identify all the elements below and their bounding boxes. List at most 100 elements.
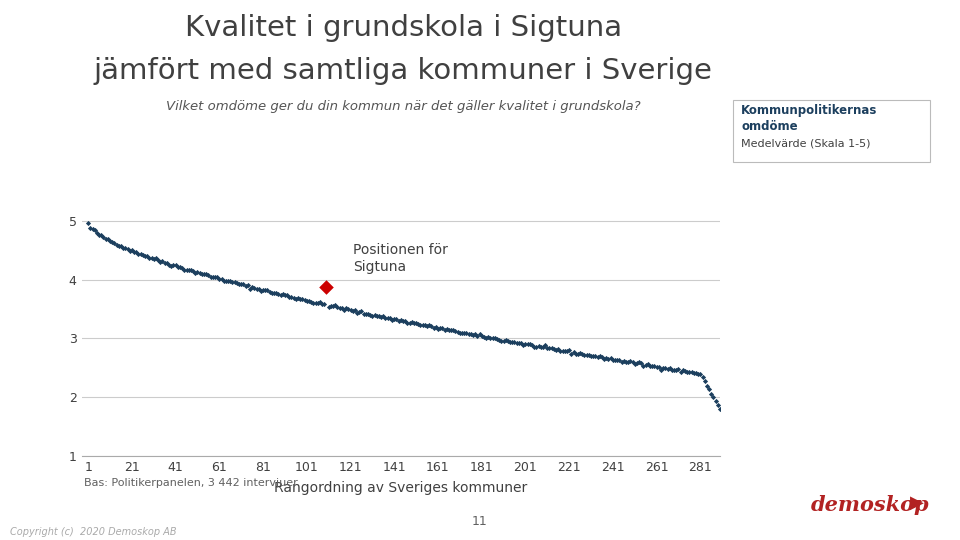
Point	[444, 326, 459, 334]
Point	[391, 317, 406, 326]
Point	[308, 298, 324, 307]
Point	[610, 355, 625, 364]
Point	[132, 250, 148, 259]
Point	[369, 312, 384, 321]
Point	[592, 352, 608, 360]
Point	[516, 340, 531, 349]
Text: 11: 11	[472, 515, 488, 528]
Point	[166, 261, 181, 269]
Point	[616, 357, 632, 366]
Point	[290, 294, 305, 302]
Point	[336, 305, 351, 314]
Point	[485, 333, 500, 342]
Point	[375, 312, 391, 320]
Point	[161, 261, 177, 269]
Point	[625, 358, 640, 367]
Point	[238, 281, 253, 290]
Point	[190, 268, 205, 276]
Point	[279, 291, 295, 300]
Point	[273, 291, 288, 299]
Point	[324, 301, 339, 310]
Point	[168, 261, 183, 270]
Point	[358, 309, 373, 318]
Point	[466, 330, 481, 339]
Text: jämfört med samtliga kommuner i Sverige: jämfört med samtliga kommuner i Sverige	[94, 57, 712, 85]
Point	[546, 345, 562, 353]
Point	[704, 390, 719, 399]
Point	[468, 329, 483, 338]
Point	[439, 325, 454, 333]
Point	[658, 364, 673, 373]
Point	[103, 237, 118, 246]
Point	[536, 342, 551, 351]
Point	[577, 351, 592, 360]
Point	[642, 362, 658, 370]
Point	[562, 346, 577, 355]
Point	[177, 265, 192, 274]
Point	[300, 297, 315, 306]
Point	[349, 308, 365, 317]
Point	[492, 336, 507, 345]
Point	[601, 355, 616, 363]
Point	[575, 350, 590, 359]
Point	[365, 312, 380, 320]
Point	[139, 252, 155, 260]
Point	[564, 349, 579, 358]
Point	[253, 287, 269, 295]
Point	[634, 359, 649, 368]
Point	[284, 293, 300, 301]
Point	[531, 342, 546, 350]
Point	[319, 282, 334, 291]
Point	[170, 262, 185, 271]
Point	[216, 276, 231, 285]
Point	[586, 352, 601, 360]
Point	[378, 314, 394, 322]
Point	[129, 248, 144, 256]
Point	[91, 231, 107, 239]
Point	[111, 242, 127, 251]
Point	[387, 315, 402, 323]
Point	[666, 366, 682, 374]
Point	[181, 266, 197, 275]
Point	[487, 334, 502, 342]
Point	[620, 358, 636, 367]
Point	[553, 347, 568, 355]
Point	[708, 397, 723, 406]
Point	[550, 345, 565, 354]
Point	[544, 344, 560, 353]
Point	[699, 382, 714, 390]
Point	[225, 278, 240, 287]
Point	[632, 358, 647, 367]
Point	[496, 336, 512, 345]
Point	[317, 300, 332, 308]
Point	[445, 325, 461, 334]
Point	[686, 369, 702, 377]
Point	[514, 339, 529, 348]
Point	[461, 329, 476, 338]
Point	[249, 285, 264, 293]
Point	[325, 302, 341, 310]
Point	[596, 355, 612, 363]
Point	[199, 270, 214, 279]
Point	[520, 340, 536, 348]
Point	[682, 367, 697, 376]
Point	[260, 286, 276, 294]
Point	[93, 231, 108, 239]
Point	[218, 277, 233, 286]
Point	[697, 377, 712, 386]
Point	[435, 323, 450, 332]
Point	[277, 291, 293, 300]
Point	[236, 280, 252, 288]
Point	[608, 355, 623, 364]
Point	[511, 339, 526, 347]
Point	[483, 334, 498, 342]
Point	[155, 257, 170, 266]
Point	[201, 271, 216, 279]
Point	[548, 346, 564, 354]
Point	[247, 284, 262, 292]
Point	[367, 311, 382, 320]
Point	[589, 353, 605, 362]
Point	[175, 264, 190, 273]
Point	[229, 279, 245, 287]
Point	[428, 323, 444, 332]
